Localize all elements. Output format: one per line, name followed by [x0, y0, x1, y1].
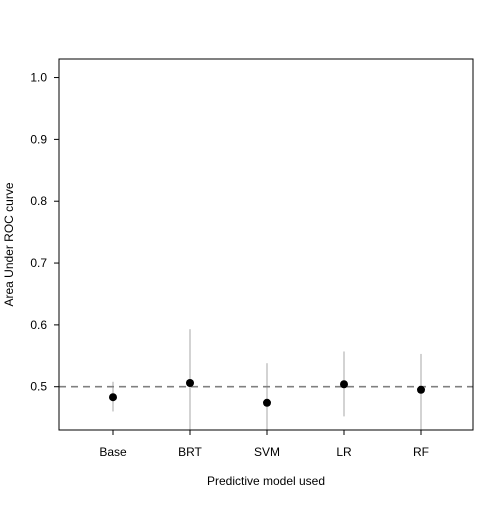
x-axis-label: Predictive model used: [207, 474, 325, 488]
y-tick-label: 0.7: [30, 256, 47, 270]
y-axis-label: Area Under ROC curve: [2, 182, 16, 306]
y-tick-label: 0.5: [30, 380, 47, 394]
x-tick-label-lr: LR: [336, 445, 352, 459]
y-tick-label: 0.9: [30, 132, 47, 146]
point-lr: [340, 380, 348, 389]
point-svm: [263, 398, 271, 407]
point-brt: [186, 379, 194, 388]
points-group: [109, 379, 425, 407]
x-tick-label-rf: RF: [413, 445, 429, 459]
y-tick-label: 0.8: [30, 194, 47, 208]
y-tick-label: 0.6: [30, 318, 47, 332]
x-tick-label-svm: SVM: [254, 445, 280, 459]
y-axis: 0.5 0.6 0.7 0.8 0.9 1.0: [30, 71, 59, 394]
error-bars-group: [112, 329, 422, 430]
x-tick-label-brt: BRT: [178, 445, 202, 459]
point-rf: [417, 385, 425, 394]
x-tick-label-base: Base: [99, 445, 127, 459]
plot-frame: [58, 58, 474, 431]
y-tick-label: 1.0: [30, 71, 47, 85]
point-base: [109, 393, 117, 402]
x-axis: Base BRT SVM LR RF: [99, 430, 429, 459]
